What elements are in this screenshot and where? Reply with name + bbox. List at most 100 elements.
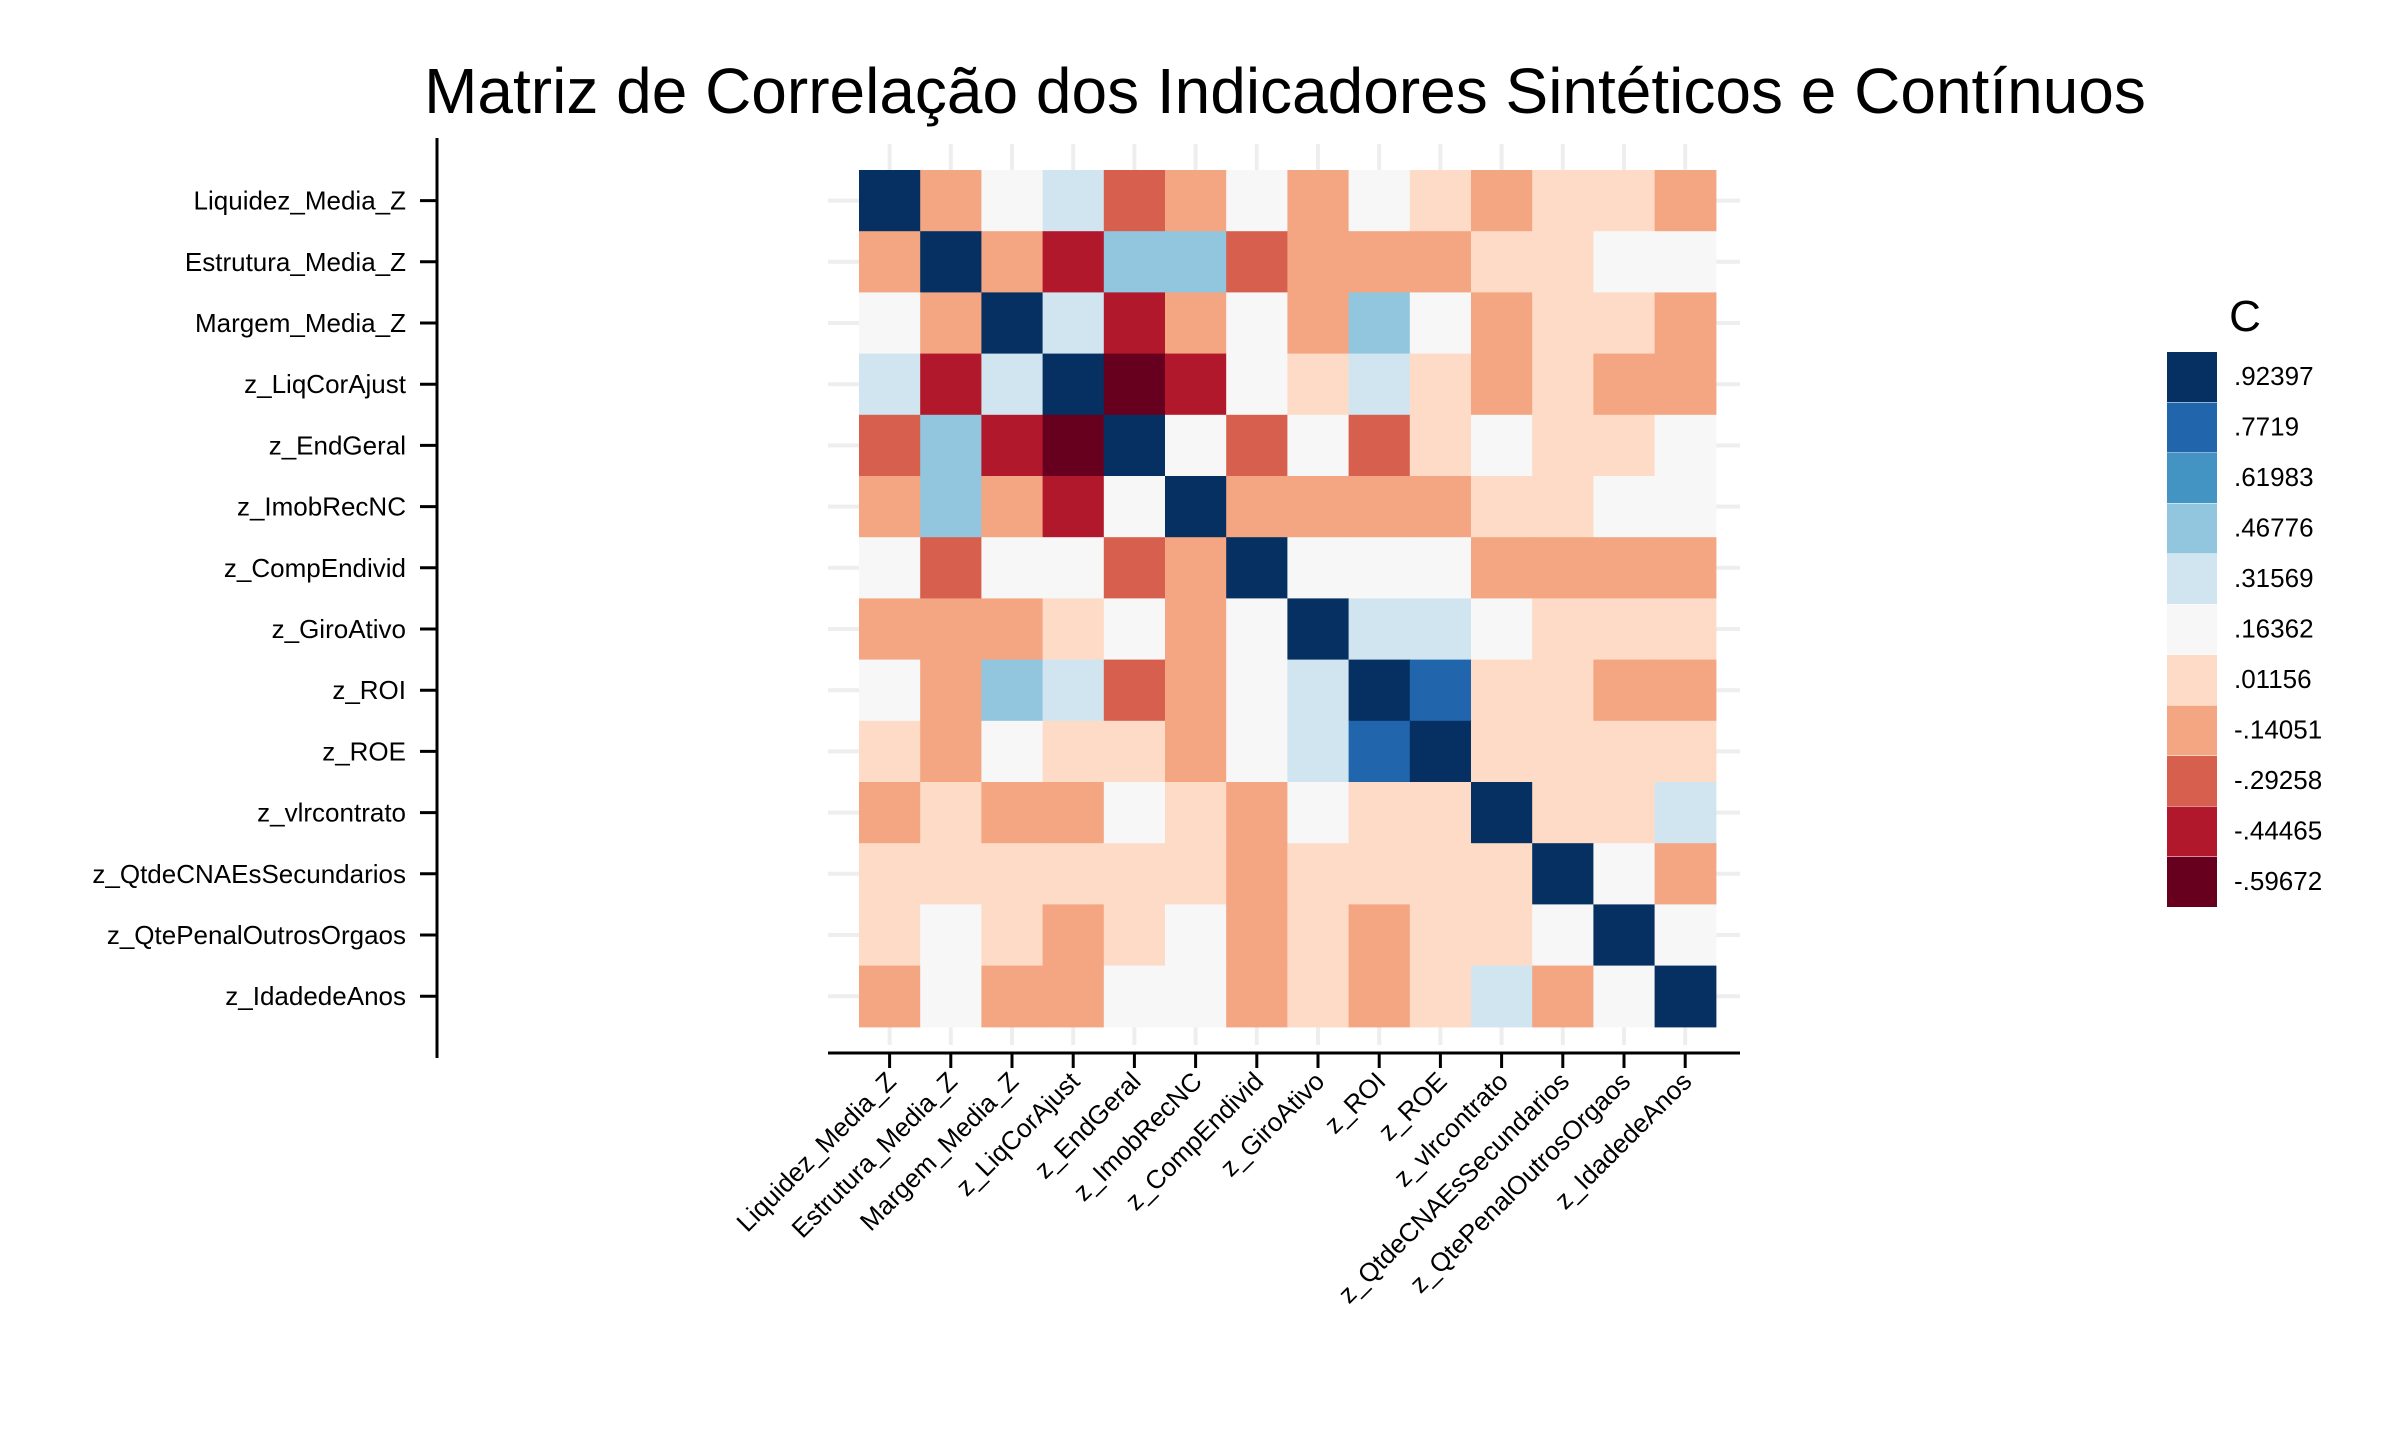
heatmap-cell (981, 720, 1044, 783)
heatmap-cell (981, 476, 1044, 538)
heatmap-cell (1348, 659, 1411, 722)
heatmap-cell (1042, 598, 1105, 661)
heatmap-cell (1226, 231, 1288, 293)
x-axis: Liquidez_Media_ZEstrutura_Media_ZMargem_… (730, 1051, 1740, 1309)
heatmap-cell (1042, 537, 1105, 599)
y-axis: Liquidez_Media_Z Estrutura_Media_Z Margem_… (92, 138, 439, 1058)
heatmap-cell (920, 659, 982, 722)
heatmap-cell (981, 904, 1044, 967)
legend-label: .16362 (2234, 614, 2314, 644)
heatmap-cell (1532, 231, 1594, 293)
heatmap-cell (1409, 476, 1472, 538)
heatmap-cell (1042, 414, 1105, 477)
heatmap-cell (1287, 782, 1350, 844)
heatmap-cell (1593, 292, 1656, 355)
y-tick-label: z_ImobRecNC (237, 492, 406, 522)
heatmap-cell (859, 537, 921, 599)
heatmap-cell (1287, 965, 1350, 1028)
heatmap-cell (1348, 720, 1411, 783)
heatmap-cell (859, 170, 921, 232)
heatmap-cell (1165, 292, 1227, 355)
heatmap-cell (859, 904, 921, 967)
heatmap-cell (1226, 782, 1288, 844)
heatmap-cell (1654, 170, 1717, 232)
legend-swatch (2167, 857, 2217, 907)
heatmap-cell (1409, 843, 1472, 905)
heatmap-cell (1409, 231, 1472, 293)
heatmap-cell (1654, 720, 1717, 783)
heatmap-cell (1042, 843, 1105, 905)
heatmap-cell (1287, 231, 1350, 293)
y-tick-label: z_IdadedeAnos (225, 981, 406, 1011)
heatmap-cell (1654, 231, 1717, 293)
heatmap-cell (1593, 904, 1656, 967)
heatmap-cell (1593, 476, 1656, 538)
heatmap-cell (1287, 537, 1350, 599)
heatmap-cell (1532, 414, 1594, 477)
heatmap-cell (1409, 720, 1472, 783)
heatmap-cell (1287, 720, 1350, 783)
heatmap-cell (1532, 476, 1594, 538)
heatmap-cell (1532, 720, 1594, 783)
heatmap-cell (1593, 414, 1656, 477)
heatmap-cell (1409, 353, 1472, 416)
heatmap-cell (859, 353, 921, 416)
heatmap-cell (1593, 537, 1656, 599)
heatmap-cell (1532, 965, 1594, 1028)
heatmap-cell (1471, 965, 1533, 1028)
legend-label: .61983 (2234, 462, 2314, 492)
heatmap-cell (1471, 170, 1533, 232)
heatmap-cell (1103, 353, 1166, 416)
heatmap-cell (1471, 353, 1533, 416)
heatmap-cell (1532, 170, 1594, 232)
heatmap-cell (920, 720, 982, 783)
heatmap-cell (1532, 598, 1594, 661)
heatmap-cell (1103, 904, 1166, 967)
heatmap-cell (1654, 598, 1717, 661)
legend-swatch (2167, 503, 2217, 554)
heatmap-cell (981, 659, 1044, 722)
heatmap-cell (1471, 720, 1533, 783)
heatmap-cell (859, 720, 921, 783)
legend-label: -.59672 (2234, 866, 2322, 896)
heatmap-cell (920, 231, 982, 293)
heatmap-cell (1471, 231, 1533, 293)
heatmap-cell (1593, 782, 1656, 844)
legend-swatch (2167, 756, 2217, 806)
heatmap-cell (1042, 353, 1105, 416)
heatmap-cell (1409, 598, 1472, 661)
heatmap-cell (1287, 170, 1350, 232)
heatmap-cell (1593, 965, 1656, 1028)
heatmap-cell (1165, 170, 1227, 232)
y-tick-label: z_QtdeCNAEsSecundarios (92, 859, 406, 889)
heatmap-cell (1593, 659, 1656, 722)
heatmap-cell (1165, 843, 1227, 905)
heatmap-cell (1654, 292, 1717, 355)
heatmap-cell (1654, 659, 1717, 722)
heatmap-cell (859, 965, 921, 1028)
heatmap-cell (859, 231, 921, 293)
heatmap-cell (1409, 659, 1472, 722)
heatmap-cell (981, 598, 1044, 661)
heatmap-cell (1348, 965, 1411, 1028)
heatmap-cell (859, 414, 921, 477)
heatmap-cell (1103, 537, 1166, 599)
heatmap-cell (1165, 537, 1227, 599)
heatmap-cell (1593, 843, 1656, 905)
heatmap-cell (859, 659, 921, 722)
heatmap-cell (1042, 231, 1105, 293)
y-tick-label: Liquidez_Media_Z (194, 186, 407, 216)
heatmap-cell (920, 782, 982, 844)
heatmap-cell (1348, 476, 1411, 538)
heatmap-cell (1654, 782, 1717, 844)
heatmap-cell (1409, 782, 1472, 844)
y-tick-label: z_CompEndivid (224, 553, 406, 583)
heatmap-cell (1471, 843, 1533, 905)
heatmap-cell (981, 231, 1044, 293)
legend-swatch (2167, 655, 2217, 705)
heatmap-cell (1226, 353, 1288, 416)
heatmap-cell (920, 170, 982, 232)
heatmap-cell (920, 598, 982, 661)
heatmap-cell (981, 843, 1044, 905)
